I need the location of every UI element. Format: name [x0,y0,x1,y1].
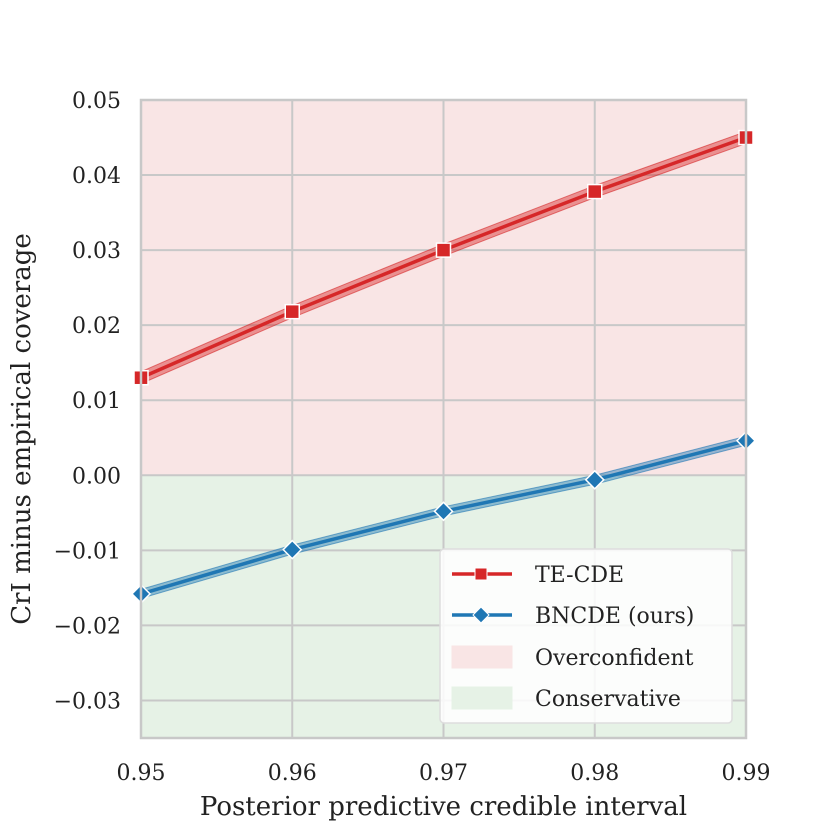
y-tick-label: −0.01 [54,539,121,564]
y-tick-label: −0.03 [54,689,121,714]
x-tick-label: 0.97 [419,761,468,786]
legend-label: Conservative [535,687,681,712]
legend-marker [474,567,488,581]
data-point [433,501,454,522]
data-point [587,183,603,200]
x-tick-labels: 0.95 0.96 0.97 0.98 0.99 [117,761,771,786]
data-point [435,242,452,258]
legend-marker [472,606,490,624]
x-tick-label: 0.96 [268,761,317,786]
y-axis-label: CrI minus empirical coverage [7,233,37,625]
y-tick-label: −0.02 [54,614,121,639]
data-point [584,469,605,490]
legend-label: BNCDE (ours) [535,604,694,629]
y-tick-label: 0.00 [72,464,121,489]
x-axis-label: Posterior predictive credible interval [200,792,687,822]
y-tick-label: 0.02 [72,314,121,339]
data-point [284,303,300,320]
x-tick-label: 0.98 [570,761,619,786]
data-point [282,539,303,560]
y-tick-label: 0.03 [72,239,121,264]
legend-swatch [451,686,513,710]
legend-label: TE-CDE [535,563,624,588]
legend: TE-CDE BNCDE (ours) Overconfident Conservat… [439,548,733,724]
y-tick-label: 0.05 [72,89,121,114]
y-tick-labels: −0.03 −0.02 −0.01 0.00 0.01 0.02 0.03 0.04 0.05 [54,89,121,714]
legend-swatch [451,645,513,669]
y-tick-label: 0.01 [72,389,121,414]
legend-box [439,548,733,724]
y-tick-label: 0.04 [72,164,121,189]
x-tick-label: 0.99 [722,761,771,786]
plot-frame [139,98,748,740]
x-tick-label: 0.95 [117,761,166,786]
legend-label: Overconfident [535,646,694,671]
